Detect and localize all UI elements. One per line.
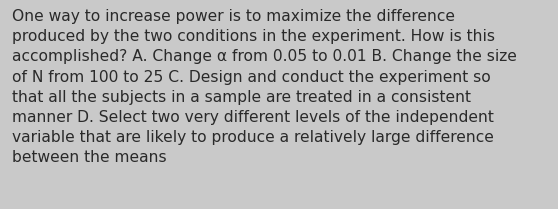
Text: One way to increase power is to maximize the difference
produced by the two cond: One way to increase power is to maximize… [12, 9, 517, 165]
